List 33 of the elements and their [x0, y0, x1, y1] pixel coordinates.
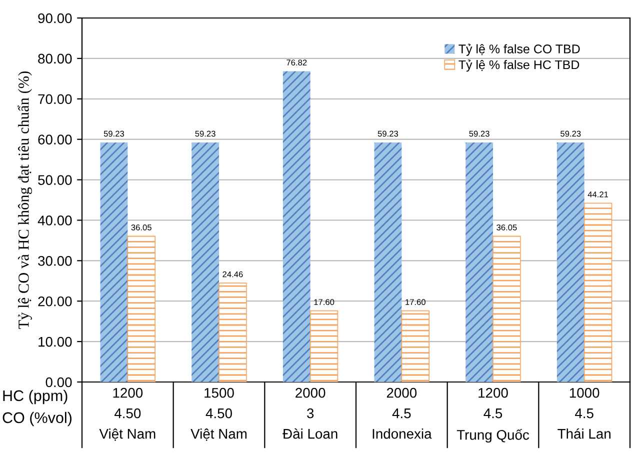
- x-tick-label: 1500 4.50 Việt Nam: [190, 388, 247, 441]
- text: 44.21: [588, 191, 608, 198]
- text: 36.05: [131, 224, 152, 230]
- legend-label: Tỷ lệ % false CO TBD: [458, 44, 580, 56]
- y-tick-label: 20.00: [38, 296, 72, 306]
- text: 36.05: [496, 224, 517, 230]
- text: 59.23: [560, 130, 581, 137]
- y-tick-label: 50.00: [38, 175, 72, 185]
- y-tick-label: 70.00: [38, 94, 72, 104]
- legend-label: Tỷ lệ % false HC TBD: [458, 60, 580, 72]
- x-tick-label: 2000 3 Đài Loan: [282, 388, 338, 439]
- y-tick-label: 40.00: [38, 216, 72, 226]
- y-tick-label: 80.00: [38, 54, 72, 64]
- x-tick-label: 2000 4.5 Indonexia: [372, 388, 432, 439]
- text: 59.23: [469, 130, 490, 137]
- text: 24.46: [222, 271, 243, 278]
- text: 59.23: [104, 130, 124, 137]
- text: 59.23: [378, 130, 398, 137]
- x-tick-label: 1000 4.5 Thái Lan: [558, 388, 610, 439]
- y-tick-label: 90.00: [38, 13, 72, 24]
- text: CO (%vol): [2, 412, 72, 426]
- text: 76.82: [286, 60, 307, 66]
- y-tick-label: 30.00: [38, 256, 72, 266]
- y-tick-label: 10.00: [38, 336, 72, 347]
- text: 59.23: [195, 130, 216, 137]
- text: 17.60: [314, 299, 334, 306]
- text: 17.60: [406, 299, 426, 306]
- y-tick-label: 0.00: [46, 377, 72, 388]
- x-tick-label: 1200 4.5 Trung Quốc: [456, 388, 530, 443]
- y-tick-label: 60.00: [38, 134, 72, 145]
- text: HC (ppm): [3, 390, 68, 404]
- x-tick-label: 1200 4.50 Việt Nam: [99, 388, 156, 441]
- y-axis-title: Tỷ lệ CO và HC không đạt tiêu chuẩn (%): [18, 71, 32, 329]
